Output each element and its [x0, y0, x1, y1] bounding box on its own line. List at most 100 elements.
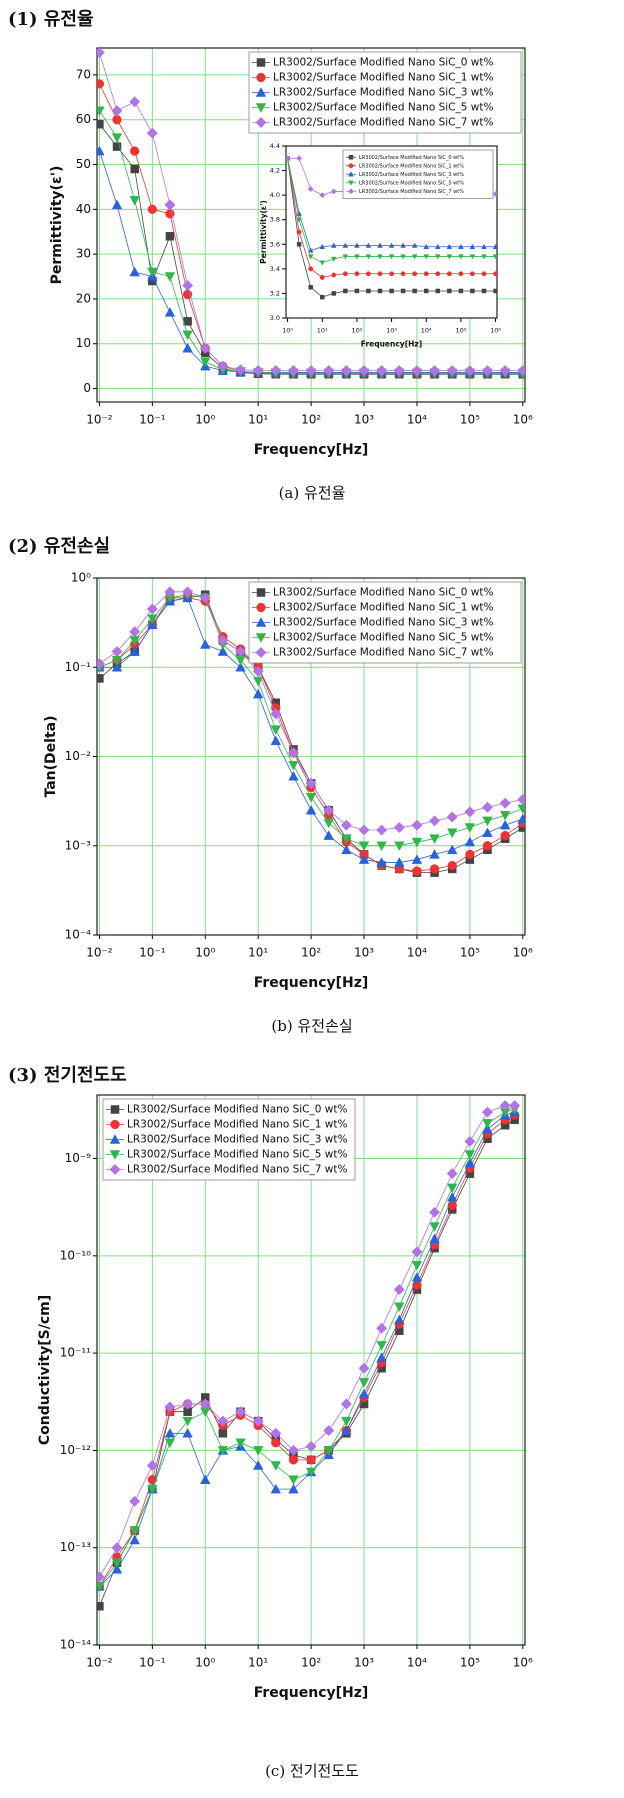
x-tick-label: 10⁴ — [421, 327, 432, 335]
y-axis-title: Permittivity(ε') — [49, 166, 65, 285]
marker — [305, 804, 317, 815]
y-tick-label: 70 — [76, 67, 91, 81]
marker — [110, 1105, 120, 1114]
marker — [235, 1438, 246, 1449]
marker — [308, 266, 314, 272]
marker — [111, 105, 123, 117]
marker — [147, 267, 158, 278]
y-tick-label: 10 — [76, 336, 91, 350]
legend-label: LR3002/Surface Modified Nano SiC_3 wt% — [127, 1134, 347, 1146]
marker — [319, 294, 325, 300]
marker — [182, 279, 194, 292]
marker — [458, 254, 464, 260]
marker — [377, 288, 383, 294]
marker — [423, 254, 430, 260]
series-group — [97, 1100, 521, 1611]
x-tick-label: 10⁻² — [86, 946, 113, 960]
marker — [288, 1475, 299, 1486]
legend-label: LR3002/Surface Modified Nano SiC_0 wt% — [273, 587, 493, 599]
marker — [307, 247, 314, 253]
marker — [429, 1222, 440, 1232]
x-tick-label: 10⁻¹ — [139, 413, 166, 427]
marker — [340, 819, 352, 831]
marker — [129, 1526, 140, 1536]
marker — [499, 810, 511, 821]
marker — [305, 1467, 317, 1478]
x-tick-label: 10⁰ — [195, 413, 215, 427]
x-tick-label: 10⁰ — [195, 1656, 215, 1670]
marker — [147, 204, 157, 214]
marker — [447, 288, 452, 294]
marker — [97, 79, 105, 89]
marker — [389, 288, 394, 294]
marker — [354, 288, 360, 294]
marker — [147, 1484, 158, 1495]
marker — [111, 1563, 123, 1574]
legend-label: LR3002/Surface Modified Nano SiC_3 wt% — [359, 172, 464, 178]
y-tick-label: 3.4 — [270, 265, 280, 273]
marker — [429, 864, 440, 874]
marker — [481, 243, 487, 249]
x-tick-label: 10³ — [354, 946, 374, 960]
marker — [306, 1455, 316, 1465]
marker — [377, 242, 383, 248]
marker — [97, 1602, 104, 1611]
marker — [458, 288, 464, 294]
marker — [252, 1446, 264, 1456]
marker — [323, 830, 334, 840]
marker — [305, 777, 317, 789]
marker — [111, 1558, 123, 1569]
marker — [165, 209, 175, 219]
marker — [319, 192, 326, 199]
marker — [183, 317, 192, 326]
y-tick-label: 4.0 — [270, 191, 280, 199]
marker — [200, 357, 211, 367]
marker — [331, 291, 337, 296]
legend-label: LR3002/Surface Modified Nano SiC_7 wt% — [273, 647, 493, 659]
marker — [217, 646, 229, 656]
x-tick-label: 10² — [301, 1656, 321, 1670]
marker — [365, 242, 372, 248]
marker — [411, 254, 418, 260]
y-tick-label: 10⁻¹³ — [60, 1540, 91, 1554]
marker — [146, 127, 158, 139]
marker — [330, 256, 337, 262]
y-tick-label: 4.2 — [270, 167, 280, 175]
legend-label: LR3002/Surface Modified Nano SiC_0 wt% — [359, 155, 464, 161]
marker — [446, 271, 452, 277]
marker — [499, 797, 511, 809]
marker — [365, 254, 372, 260]
marker — [111, 199, 123, 210]
marker — [470, 288, 475, 294]
marker — [358, 1388, 370, 1399]
marker — [330, 242, 337, 248]
marker — [482, 827, 493, 837]
marker — [400, 288, 406, 294]
x-tick-label: 10³ — [354, 413, 374, 427]
marker — [97, 658, 105, 670]
marker — [358, 364, 370, 377]
marker — [429, 834, 440, 845]
marker — [393, 821, 405, 834]
marker — [307, 186, 314, 192]
marker — [376, 1352, 387, 1362]
y-tick-label: 30 — [76, 247, 91, 261]
caption: (a) 유전율 — [279, 484, 346, 502]
marker — [129, 646, 140, 656]
marker — [164, 307, 176, 317]
marker — [411, 242, 418, 248]
marker — [97, 48, 105, 59]
x-axis-title: Frequency[Hz] — [361, 340, 422, 349]
y-tick-label: 10⁰ — [71, 571, 91, 585]
marker — [331, 272, 337, 278]
marker — [288, 1455, 299, 1465]
plot-frame — [96, 577, 526, 936]
marker — [164, 586, 176, 598]
legend-box — [248, 581, 522, 664]
marker — [388, 254, 395, 260]
marker — [429, 1233, 440, 1243]
x-axis-title: Frequency[Hz] — [254, 442, 369, 458]
legend-label: LR3002/Surface Modified Nano SiC_1 wt% — [273, 602, 493, 614]
y-tick-label: 3.0 — [270, 314, 280, 322]
